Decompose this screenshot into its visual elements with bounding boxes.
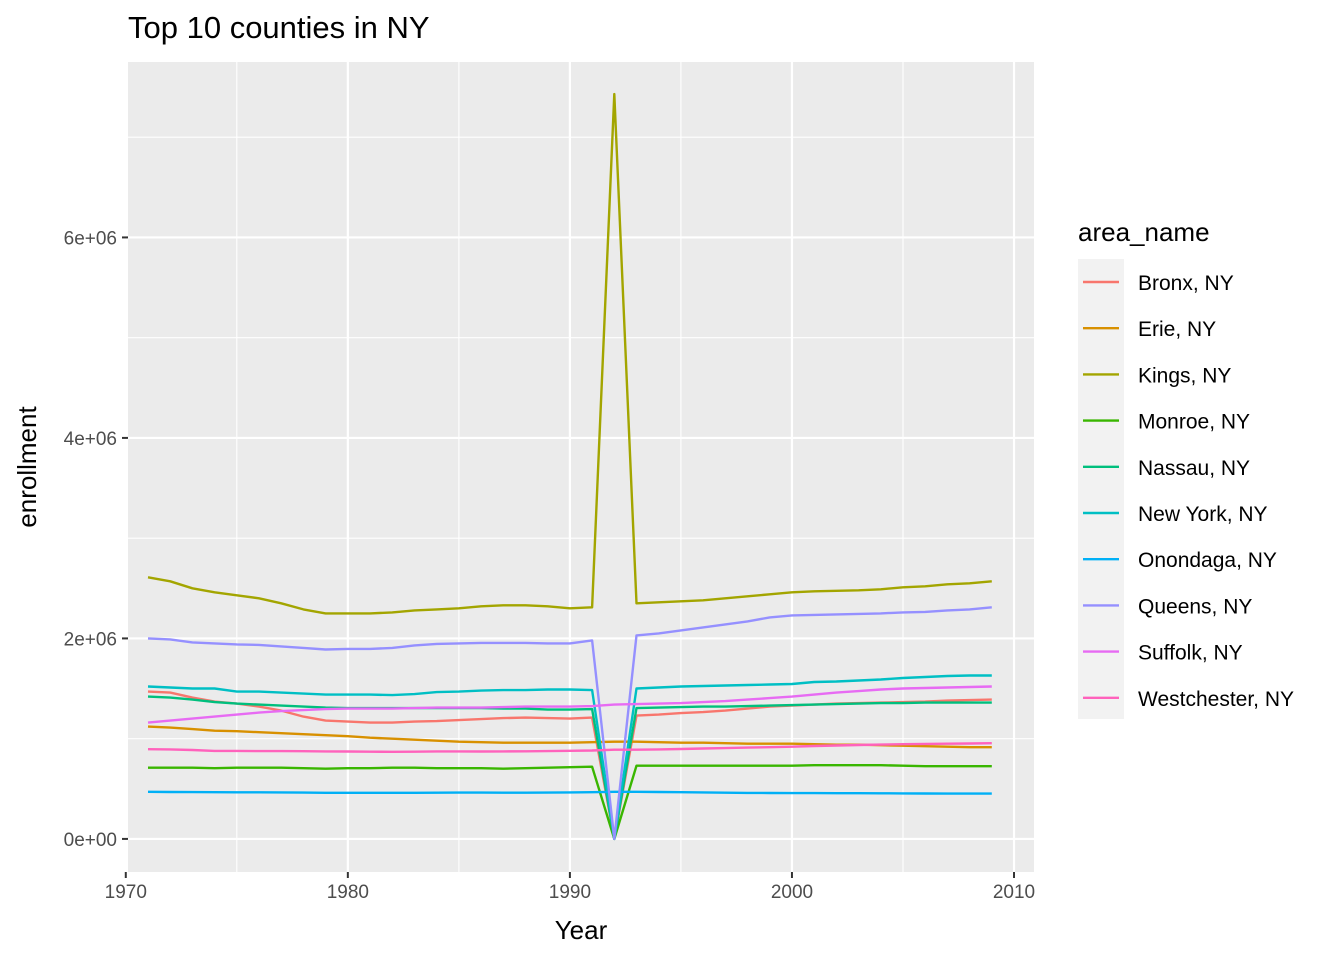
y-tick-label: 6e+06 bbox=[64, 228, 117, 249]
legend-label: New York, NY bbox=[1138, 503, 1268, 526]
series-lines bbox=[147, 92, 992, 841]
y-tick-label: 4e+06 bbox=[64, 429, 117, 450]
x-tick-label: 1990 bbox=[549, 882, 591, 903]
series-line bbox=[147, 742, 992, 753]
chart-title: Top 10 counties in NY bbox=[128, 10, 430, 45]
series-line bbox=[147, 685, 992, 724]
legend: area_name Bronx, NY Erie, NY Kings, NY Monr… bbox=[1078, 217, 1294, 719]
legend-label: Erie, NY bbox=[1138, 318, 1216, 341]
x-tick-label: 2010 bbox=[993, 882, 1035, 903]
x-tick-label: 2000 bbox=[771, 882, 813, 903]
legend-label: Queens, NY bbox=[1138, 595, 1252, 618]
legend-label: Kings, NY bbox=[1138, 364, 1231, 387]
legend-label: Westchester, NY bbox=[1138, 688, 1294, 711]
series-line bbox=[147, 674, 992, 841]
legend-items: Bronx, NY Erie, NY Kings, NY Monroe, NY Nass… bbox=[1083, 272, 1294, 711]
legend-label: Monroe, NY bbox=[1138, 411, 1250, 434]
legend-title: area_name bbox=[1078, 217, 1210, 247]
x-axis-title: Year bbox=[555, 915, 608, 945]
y-axis: 0e+00 2e+06 4e+06 6e+06 bbox=[64, 228, 128, 851]
legend-label: Nassau, NY bbox=[1138, 457, 1250, 480]
x-tick-label: 1970 bbox=[105, 882, 147, 903]
series-line bbox=[147, 695, 992, 841]
y-tick-label: 0e+00 bbox=[64, 830, 117, 851]
plot-panel bbox=[128, 62, 1034, 872]
series-line bbox=[148, 764, 992, 841]
minor-gridlines bbox=[128, 62, 1034, 872]
legend-label: Suffolk, NY bbox=[1138, 642, 1243, 665]
y-tick-label: 2e+06 bbox=[64, 629, 117, 650]
legend-key-background bbox=[1078, 259, 1124, 719]
x-axis: 1970 1980 1990 2000 2010 bbox=[105, 872, 1035, 903]
legend-label: Onondaga, NY bbox=[1138, 549, 1277, 572]
x-tick-label: 1980 bbox=[327, 882, 369, 903]
series-line bbox=[147, 606, 992, 841]
y-axis-title: enrollment bbox=[12, 406, 42, 528]
legend-label: Bronx, NY bbox=[1138, 272, 1234, 295]
series-line bbox=[147, 92, 992, 615]
series-line bbox=[147, 790, 992, 795]
